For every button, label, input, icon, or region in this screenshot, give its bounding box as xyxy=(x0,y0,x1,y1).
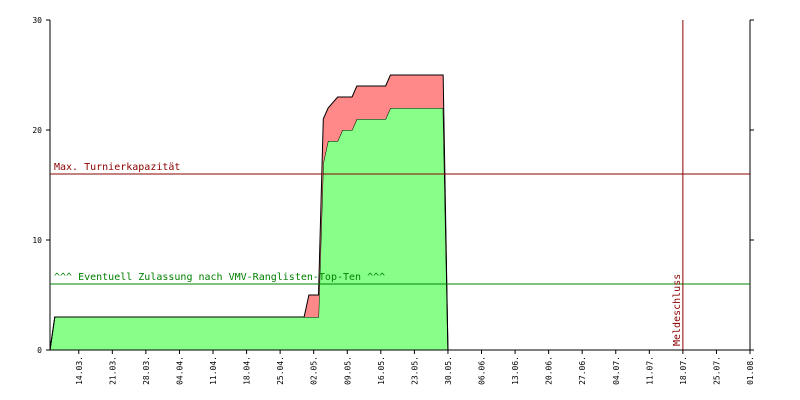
y-tick-label: 20 xyxy=(32,126,42,135)
x-tick-label: 28.03. xyxy=(142,356,151,385)
x-tick-label: 01.08. xyxy=(746,356,755,385)
x-tick-label: 13.06. xyxy=(511,356,520,385)
reference-label: Max. Turnierkapazität xyxy=(54,162,180,173)
deadline-label: Meldeschluss xyxy=(672,274,683,346)
x-tick-label: 21.03. xyxy=(108,356,117,385)
x-tick-label: 04.04. xyxy=(175,356,184,385)
area xyxy=(50,108,448,350)
x-tick-label: 02.05. xyxy=(310,356,319,385)
y-tick-label: 0 xyxy=(37,346,42,355)
area xyxy=(50,75,448,350)
reference-label: ^^^ Eventuell Zulassung nach VMV-Ranglis… xyxy=(54,272,385,283)
y-tick-label: 10 xyxy=(32,236,42,245)
x-tick-label: 09.05. xyxy=(343,356,352,385)
y-tick-label: 30 xyxy=(32,16,42,25)
x-tick-label: 11.07. xyxy=(645,356,654,385)
x-tick-label: 23.05. xyxy=(410,356,419,385)
x-tick-label: 20.06. xyxy=(545,356,554,385)
x-tick-label: 18.04. xyxy=(243,356,252,385)
x-tick-label: 18.07. xyxy=(679,356,688,385)
x-tick-label: 30.05. xyxy=(444,356,453,385)
area-outline xyxy=(49,74,449,351)
x-tick-label: 16.05. xyxy=(377,356,386,385)
x-tick-label: 04.07. xyxy=(612,356,621,385)
x-tick-label: 14.03. xyxy=(75,356,84,385)
x-tick-label: 11.04. xyxy=(209,356,218,385)
x-tick-label: 27.06. xyxy=(578,356,587,385)
x-tick-label: 25.07. xyxy=(712,356,721,385)
x-tick-label: 06.06. xyxy=(478,356,487,385)
x-tick-label: 25.04. xyxy=(276,356,285,385)
